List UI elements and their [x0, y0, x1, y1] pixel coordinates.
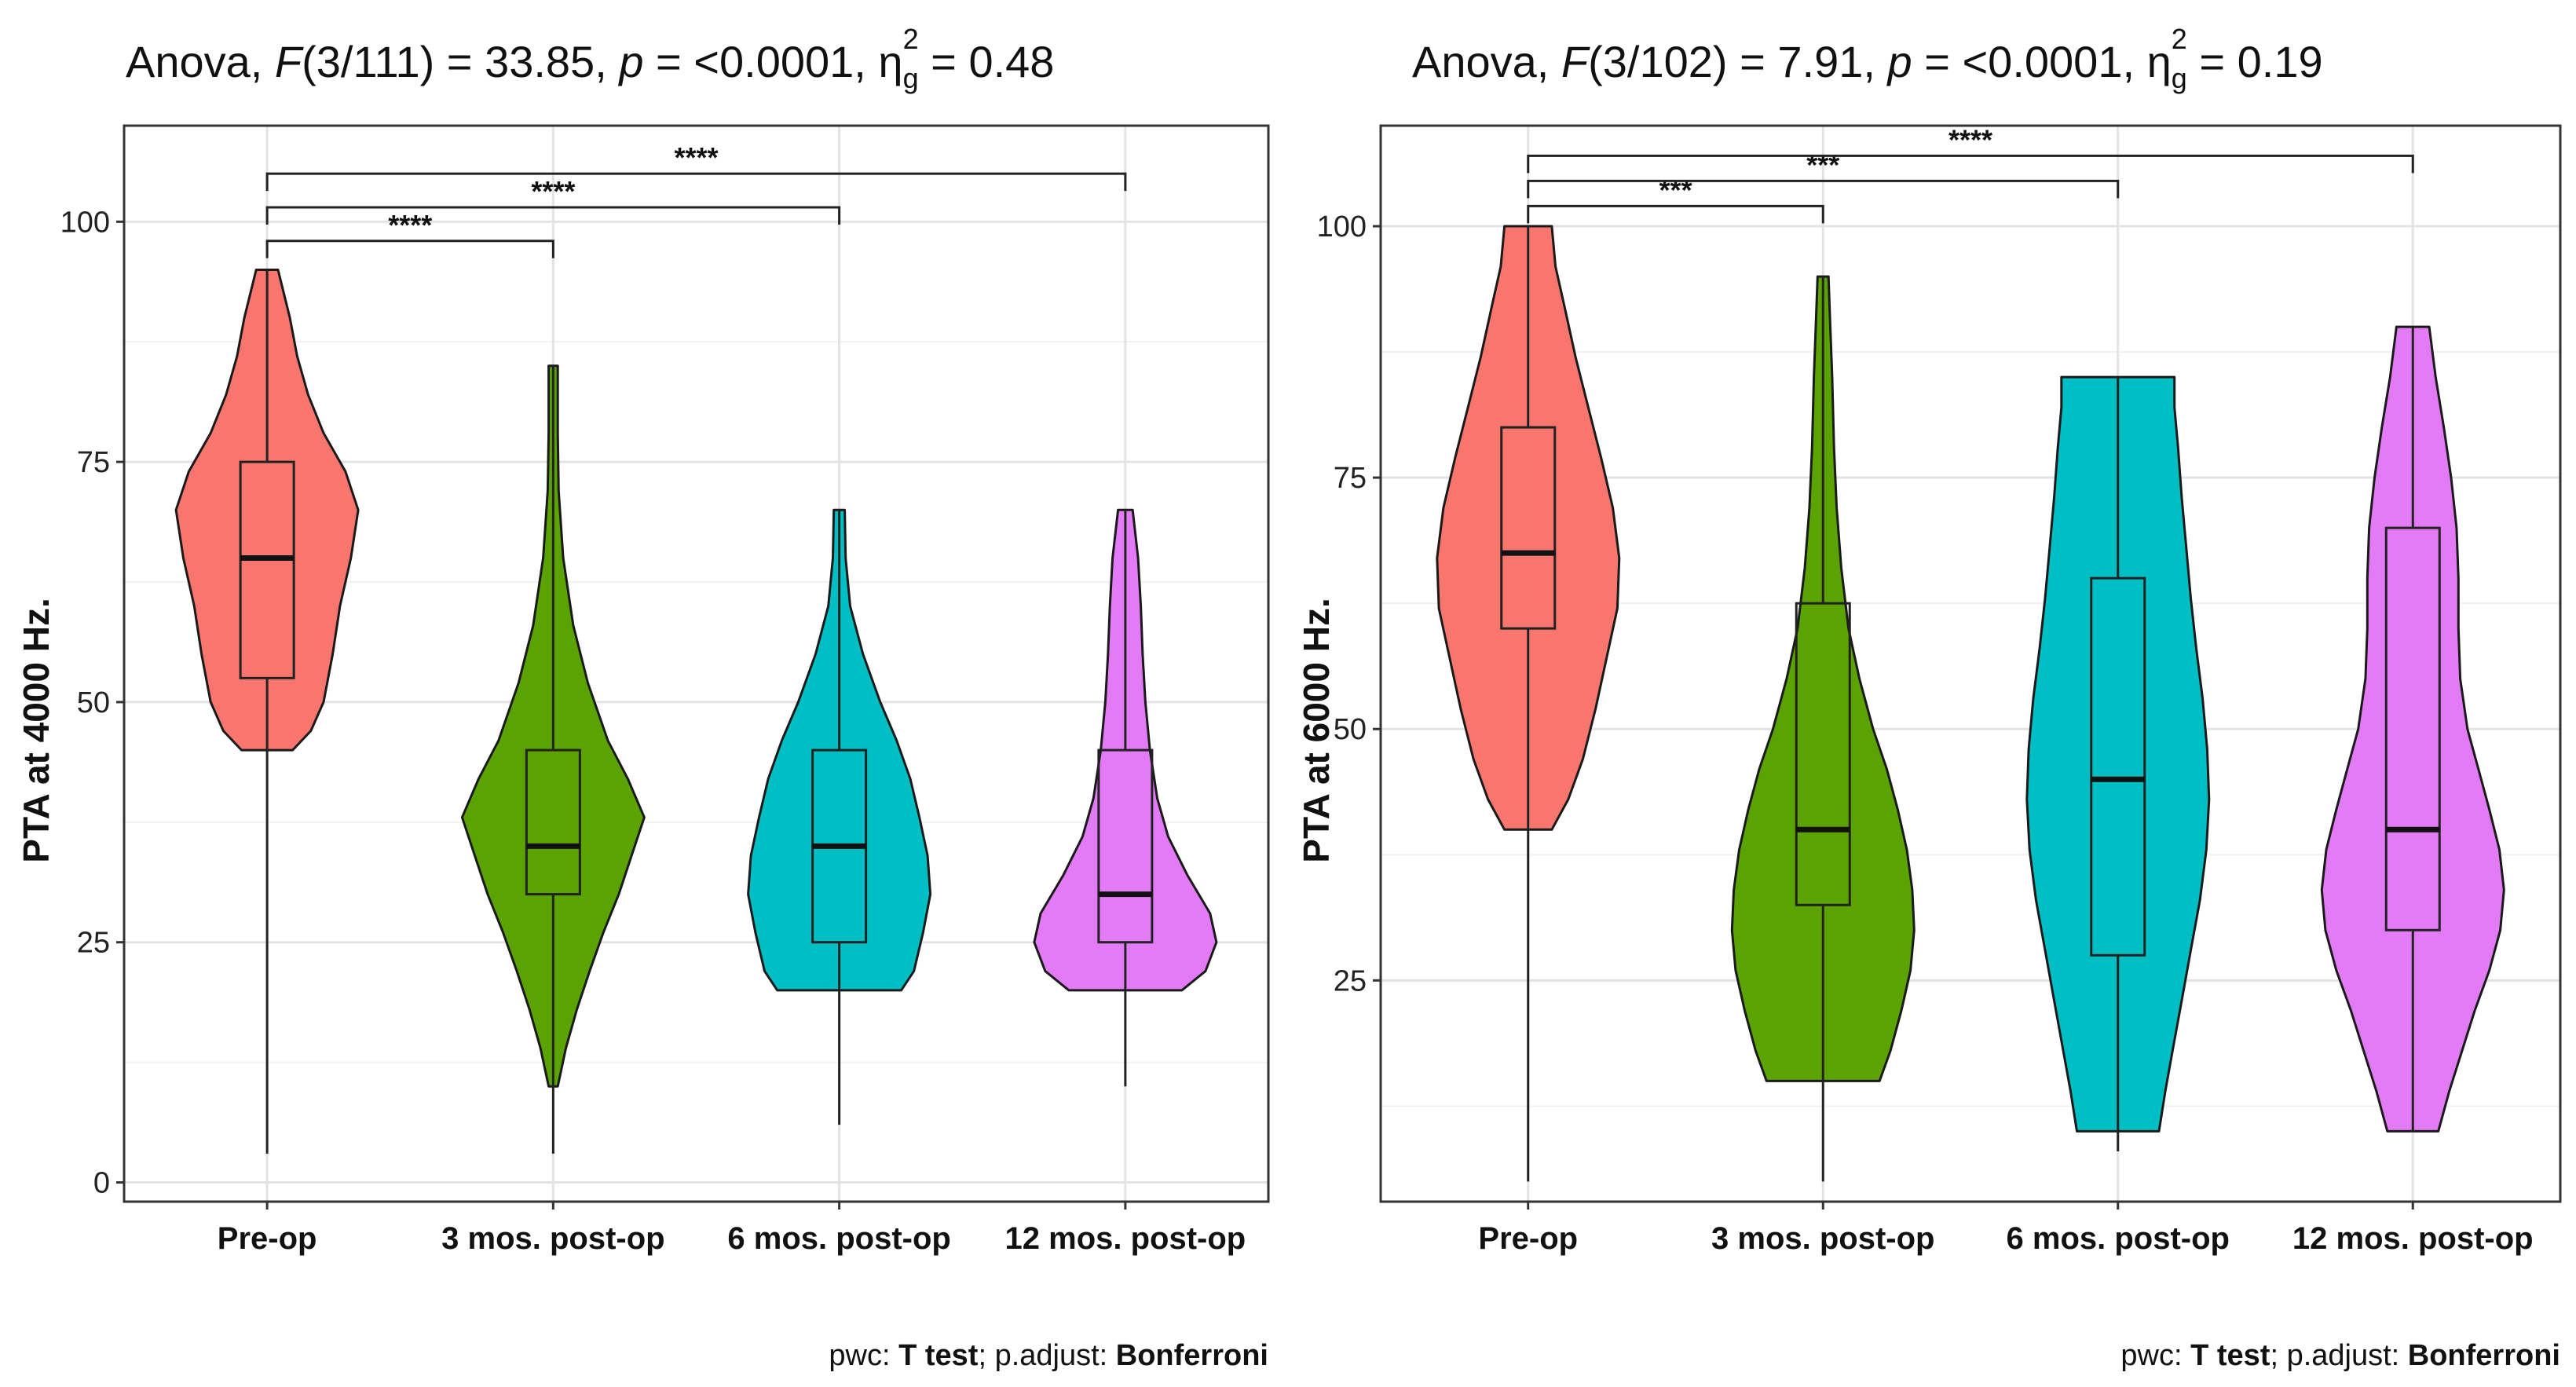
sig-label-3: **** [674, 141, 718, 174]
title-prefix: Anova, [126, 37, 275, 86]
sig-bracket-2 [1527, 179, 2120, 199]
y-tick-label: 100 [60, 206, 110, 239]
chart-panel-right: Anova, F(3/102) = 7.91, p = <0.0001, ηg 2… [1288, 0, 2576, 1387]
caption-pwc-label: pwc: [829, 1339, 898, 1372]
sig-bracket-2 [265, 206, 841, 225]
y-tick-label: 50 [77, 686, 110, 719]
box-4 [2384, 526, 2441, 931]
title-eta-sub: g [2172, 62, 2187, 94]
title-eta: η [2147, 37, 2172, 86]
box-1 [239, 460, 295, 679]
sig-bracket-1 [265, 240, 554, 258]
y-tick-label: 50 [1334, 713, 1367, 746]
title-p: p [617, 37, 643, 86]
sig-bracket-3 [265, 172, 1127, 192]
sig-label-2: **** [531, 175, 575, 207]
y-axis-label: PTA at 6000 Hz. [1296, 598, 1337, 862]
title-f: F [275, 37, 304, 86]
chart-caption: pwc: T test; p.adjust: Bonferroni [2120, 1339, 2560, 1372]
title-eta: η [878, 37, 902, 86]
caption-sep: ; p.adjust: [978, 1339, 1115, 1372]
sig-bracket-3 [1527, 154, 2414, 174]
x-tick-label: 3 mos. post-op [441, 1221, 664, 1256]
x-tick-label: 6 mos. post-op [2007, 1221, 2230, 1256]
sig-label-1: **** [388, 209, 432, 241]
box-2 [1795, 602, 1851, 906]
caption-pwc-value: T test [898, 1339, 979, 1372]
title-prefix: Anova, [1412, 37, 1561, 86]
title-eta-sup: 2 [903, 23, 919, 55]
sig-label-1: *** [1659, 174, 1692, 206]
caption-sep: ; p.adjust: [2270, 1339, 2407, 1372]
caption-pwc-label: pwc: [2120, 1339, 2190, 1372]
caption-adjust-value: Bonferroni [2408, 1339, 2560, 1372]
box-4 [1097, 748, 1154, 944]
x-tick-label: 12 mos. post-op [2292, 1221, 2534, 1256]
caption-adjust-value: Bonferroni [1116, 1339, 1268, 1372]
title-df: (3/102) = 7.91, [1588, 37, 1887, 86]
chart-title: Anova, F(3/111) = 33.85, p = <0.0001, ηg… [126, 23, 1054, 94]
violin-chart-4000hz: Anova, F(3/111) = 33.85, p = <0.0001, ηg… [16, 23, 1270, 1372]
violin-4 [2320, 325, 2505, 1133]
sig-label-3: **** [1948, 123, 1992, 156]
title-eta-sub: g [903, 62, 919, 94]
chart-panel-left: Anova, F(3/111) = 33.85, p = <0.0001, ηg… [16, 23, 1270, 1372]
title-p-value: = <0.0001, [643, 37, 878, 86]
title-p: p [1886, 37, 1912, 86]
x-tick-label: 12 mos. post-op [1005, 1221, 1246, 1256]
y-tick-label: 25 [1334, 964, 1367, 997]
sig-label-2: *** [1806, 148, 1839, 181]
caption-pwc-value: T test [2190, 1339, 2270, 1372]
title-p-value: = <0.0001, [1912, 37, 2147, 86]
title-eta-sup: 2 [2172, 23, 2187, 55]
title-df: (3/111) = 33.85, [302, 37, 619, 86]
plot-area: 0 25 50 75 100 **** **** **** Pre-op 3 mos. post-… [60, 124, 1270, 1256]
box-2 [525, 748, 581, 896]
x-tick-label: 3 mos. post-op [1711, 1221, 1934, 1256]
sig-bracket-1 [1527, 204, 1824, 224]
title-eta-value: = 0.48 [919, 37, 1055, 86]
violin-1 [174, 269, 360, 752]
title-eta-value: = 0.19 [2187, 37, 2323, 86]
y-tick-label: 75 [77, 446, 110, 479]
violin-2 [1730, 275, 1916, 1082]
violin-3 [2025, 375, 2211, 1133]
y-axis-label: PTA at 4000 Hz. [16, 598, 57, 862]
box-1 [1500, 426, 1557, 630]
chart-title: Anova, F(3/102) = 7.91, p = <0.0001, ηg 2… [1412, 23, 2323, 94]
title-f: F [1561, 37, 1590, 86]
box-3 [2090, 576, 2146, 957]
y-tick-label: 0 [93, 1167, 110, 1200]
y-tick-label: 75 [1334, 462, 1367, 495]
x-tick-label: Pre-op [218, 1221, 317, 1256]
chart-caption: pwc: T test; p.adjust: Bonferroni [829, 1339, 1268, 1372]
violin-chart-6000hz: Anova, F(3/102) = 7.91, p = <0.0001, ηg 2… [1296, 23, 2562, 1372]
plot-border [1379, 124, 2562, 1203]
violin-1 [1436, 225, 1621, 831]
plot-border [123, 124, 1270, 1203]
y-tick-label: 25 [77, 927, 110, 960]
x-tick-label: Pre-op [1478, 1221, 1578, 1256]
x-tick-label: 6 mos. post-op [727, 1221, 950, 1256]
y-tick-label: 100 [1317, 210, 1367, 243]
